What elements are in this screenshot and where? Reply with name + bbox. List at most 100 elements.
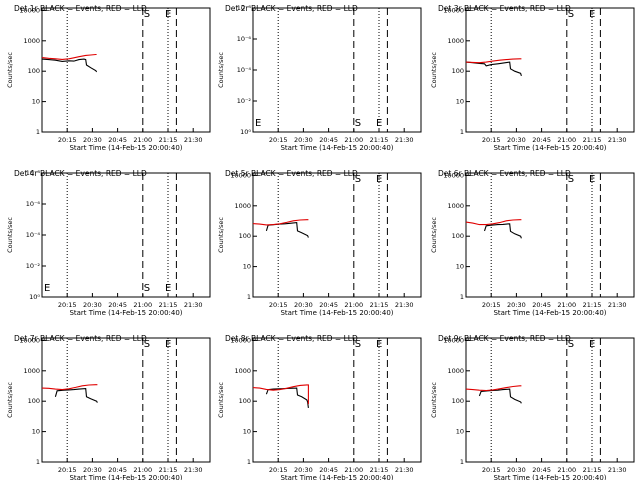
x-tick-label: 21:15 xyxy=(159,136,178,144)
x-tick-label: 21:30 xyxy=(395,466,414,474)
y-tick-label: 1000 xyxy=(23,37,40,45)
y-tick-label: 1000 xyxy=(234,202,251,210)
x-tick-label: 20:15 xyxy=(482,301,501,309)
end-marker-label: E xyxy=(376,339,382,350)
start-marker-label: S xyxy=(355,339,361,350)
end-marker-label: E xyxy=(165,9,171,20)
x-tick-label: 20:45 xyxy=(319,466,338,474)
events-series-line xyxy=(465,61,522,77)
events-series-line xyxy=(478,388,522,404)
x-tick-label: 21:30 xyxy=(608,136,627,144)
x-tick-label: 20:30 xyxy=(83,466,102,474)
start-marker-label: S xyxy=(568,174,574,185)
y-tick-label: 100 xyxy=(28,397,40,405)
x-axis-label: Start Time (14-Feb-15 20:00:40) xyxy=(69,309,182,317)
y-tick-label: 1000 xyxy=(234,367,251,375)
y-axis-label: Counts/sec xyxy=(6,217,14,253)
x-axis-label: Start Time (14-Feb-15 20:00:40) xyxy=(493,309,606,317)
x-tick-label: 20:15 xyxy=(269,466,288,474)
x-tick-label: 20:15 xyxy=(58,136,77,144)
x-tick-label: 20:45 xyxy=(532,136,551,144)
y-tick-label: 1000 xyxy=(447,367,464,375)
end-marker-label: E xyxy=(376,118,382,129)
x-tick-label: 21:00 xyxy=(344,136,363,144)
y-tick-label: 1000 xyxy=(447,37,464,45)
y-tick-label: 10000 xyxy=(443,171,464,179)
y-tick-label: 100 xyxy=(239,397,251,405)
end-marker-label: E xyxy=(589,174,595,185)
x-tick-label: 21:15 xyxy=(583,301,602,309)
end-marker-label: E xyxy=(255,118,261,129)
x-tick-label: 21:00 xyxy=(557,301,576,309)
plot-frame xyxy=(252,172,422,298)
y-tick-label: 10⁻⁶ xyxy=(237,35,252,43)
y-tick-label: 10⁻⁸ xyxy=(26,169,41,177)
end-marker-label: E xyxy=(589,339,595,350)
start-marker-label: S xyxy=(144,339,150,350)
x-tick-label: 20:15 xyxy=(482,466,501,474)
plot-frame xyxy=(41,337,211,463)
y-tick-label: 10 xyxy=(456,263,464,271)
x-tick-label: 20:45 xyxy=(108,136,127,144)
x-axis-label: Start Time (14-Feb-15 20:00:40) xyxy=(280,144,393,152)
x-tick-label: 20:45 xyxy=(532,301,551,309)
y-tick-label: 10⁰ xyxy=(29,293,40,301)
y-axis-label: Counts/sec xyxy=(217,382,225,418)
y-tick-label: 10 xyxy=(243,428,251,436)
y-tick-label: 10⁻² xyxy=(26,262,41,270)
y-tick-label: 10000 xyxy=(19,6,40,14)
y-tick-label: 10⁻² xyxy=(237,97,252,105)
plot-frame xyxy=(41,7,211,133)
y-tick-label: 10 xyxy=(456,98,464,106)
events-series-line xyxy=(41,58,98,73)
x-axis-label: Start Time (14-Feb-15 20:00:40) xyxy=(493,474,606,480)
x-axis-label: Start Time (14-Feb-15 20:00:40) xyxy=(493,144,606,152)
start-marker-label: S xyxy=(355,118,361,129)
plot-frame xyxy=(465,7,635,133)
y-axis-label: Counts/sec xyxy=(6,382,14,418)
x-tick-label: 20:45 xyxy=(108,466,127,474)
x-tick-label: 21:00 xyxy=(557,136,576,144)
x-tick-label: 20:30 xyxy=(507,301,526,309)
x-axis-label: Start Time (14-Feb-15 20:00:40) xyxy=(69,144,182,152)
lld-series-line xyxy=(252,219,309,226)
x-tick-label: 21:00 xyxy=(133,301,152,309)
y-axis-label: Counts/sec xyxy=(217,52,225,88)
y-tick-label: 1000 xyxy=(447,202,464,210)
start-marker-label: S xyxy=(144,9,150,20)
x-tick-label: 21:15 xyxy=(370,136,389,144)
x-tick-label: 20:45 xyxy=(319,301,338,309)
x-tick-label: 20:15 xyxy=(269,301,288,309)
y-tick-label: 10000 xyxy=(443,336,464,344)
plot-frame xyxy=(465,337,635,463)
events-series-line xyxy=(483,223,522,239)
x-tick-label: 21:00 xyxy=(133,466,152,474)
x-tick-label: 20:45 xyxy=(532,466,551,474)
x-tick-label: 20:30 xyxy=(83,301,102,309)
y-tick-label: 10⁻⁸ xyxy=(237,4,252,12)
y-tick-label: 1 xyxy=(460,128,464,136)
y-tick-label: 10 xyxy=(456,428,464,436)
x-tick-label: 21:30 xyxy=(608,466,627,474)
end-marker-label: E xyxy=(165,283,171,294)
lld-series-line xyxy=(41,384,98,391)
x-tick-label: 21:30 xyxy=(395,136,414,144)
end-marker-label: E xyxy=(376,174,382,185)
y-tick-label: 10⁰ xyxy=(240,128,251,136)
y-tick-label: 100 xyxy=(452,67,464,75)
x-tick-label: 21:30 xyxy=(395,301,414,309)
lld-series-line xyxy=(465,385,522,392)
x-tick-label: 21:30 xyxy=(608,301,627,309)
x-tick-label: 21:15 xyxy=(159,466,178,474)
events-series-line xyxy=(265,387,309,408)
x-tick-label: 21:15 xyxy=(159,301,178,309)
y-axis-label: Counts/sec xyxy=(217,217,225,253)
x-tick-label: 20:15 xyxy=(269,136,288,144)
y-axis-label: Counts/sec xyxy=(430,217,438,253)
x-tick-label: 21:30 xyxy=(184,136,203,144)
y-tick-label: 10000 xyxy=(19,336,40,344)
y-tick-label: 1 xyxy=(36,458,40,466)
